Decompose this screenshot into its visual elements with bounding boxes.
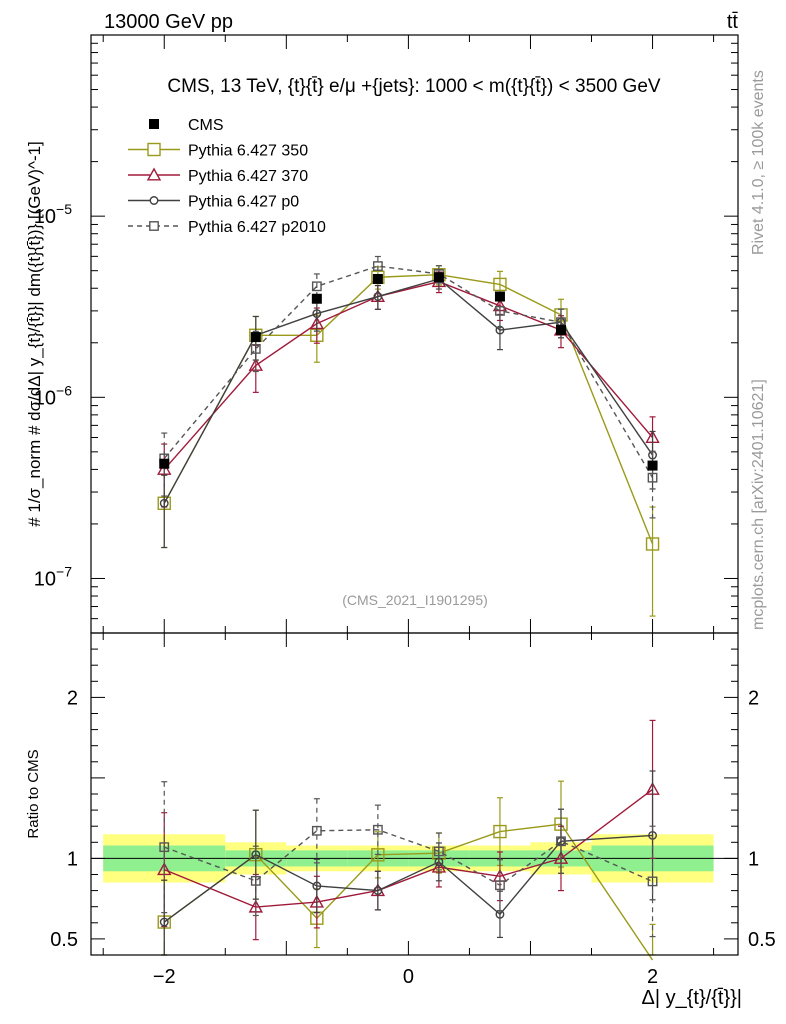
- series-line: [163, 274, 654, 545]
- legend: CMS Pythia 6.427 350 Pythia 6.427 370 Pythi…: [128, 117, 326, 236]
- ratio-tick-label: 1: [748, 848, 759, 870]
- cms-data-point: [159, 458, 170, 469]
- ratio-series-point: [373, 886, 383, 896]
- ratio-series-1: [157, 719, 660, 941]
- ratio-series-point: [372, 824, 383, 835]
- analysis-reference: (CMS_2021_I1901295): [342, 592, 488, 608]
- ratio-tick-label: 2: [67, 687, 78, 709]
- ratio-y-axis-label: Ratio to CMS: [25, 749, 42, 838]
- series-point: [495, 305, 505, 316]
- cms-data-point: [555, 325, 566, 336]
- ratio-series-line: [163, 834, 653, 923]
- ratio-series-point: [647, 876, 658, 887]
- series-line: [163, 265, 654, 479]
- x-tick-label: 0: [403, 966, 414, 988]
- y-tick-label: 10−7: [34, 563, 72, 590]
- series-point: [647, 472, 658, 483]
- ratio-tick-label: 0.5: [50, 929, 78, 951]
- y-tick-label-exponent: −6: [56, 382, 72, 398]
- cms-data-points: [159, 272, 658, 471]
- main-series-group: [157, 255, 660, 617]
- series-point: [157, 461, 172, 475]
- ratio-panel: −2 0 2 0.5 0.5 1 1 2 2 Ratio to CMS Δ| y_{t}/{t̄…: [25, 632, 776, 1009]
- ratio-series-line: [163, 823, 654, 961]
- cms-data-point: [433, 272, 444, 283]
- legend-label: Pythia 6.427 350: [188, 143, 308, 160]
- ratio-series-line: [164, 829, 653, 887]
- main-axis-ticks: 10−710−610−5: [34, 34, 738, 634]
- series-point: [311, 281, 322, 292]
- series-line: [163, 280, 654, 470]
- ratio-axis-ticks: −2 0 2 0.5 0.5 1 1 2 2: [50, 633, 776, 988]
- ratio-series-point: [312, 881, 322, 891]
- ratio-series-point: [159, 917, 169, 927]
- legend-marker: [149, 196, 159, 205]
- ratio-series-3: [159, 781, 658, 938]
- cms-data-point: [647, 460, 658, 471]
- process-label: tt̄: [727, 11, 739, 33]
- series-1: [157, 271, 660, 508]
- ratio-series-point: [159, 842, 170, 853]
- legend-marker: [149, 221, 159, 231]
- y-tick-label-base: 10: [34, 206, 56, 228]
- rivet-label: Rivet 4.1.0, ≥ 100k events: [750, 70, 767, 255]
- series-0: [157, 265, 660, 617]
- chart-title: CMS, 13 TeV, {t}{t̄} e/μ +{jets}: 1000 <…: [167, 76, 660, 97]
- series-point: [645, 537, 660, 551]
- ratio-plot-frame: [90, 632, 739, 956]
- series-3: [159, 255, 658, 519]
- y-tick-label-base: 10: [34, 568, 56, 590]
- legend-label: Pythia 6.427 p0: [188, 194, 299, 211]
- y-tick-label: 10−6: [34, 382, 72, 409]
- ratio-series-point: [556, 836, 566, 847]
- ratio-series-point: [371, 848, 385, 862]
- y-tick-label-exponent: −5: [56, 201, 72, 217]
- ratio-series-group: [157, 719, 660, 961]
- ratio-tick-label: 2: [748, 687, 759, 709]
- x-axis-label: Δ| y_{t}/{t̄}}|: [642, 987, 743, 1009]
- y-axis-label: # 1/σ_norm # dσ/dΔ| y_{t}/{t̄}}| dm({t}{…: [25, 141, 44, 527]
- ratio-series-point: [250, 875, 261, 886]
- main-panel: 10−710−610−5 CMS, 13 TeV, {t}{t̄} e/μ +{…: [25, 34, 739, 634]
- series-point: [159, 498, 169, 508]
- ratio-series-point: [311, 825, 322, 836]
- legend-marker-cms: [149, 119, 159, 129]
- series-point: [312, 309, 322, 318]
- cms-data-point: [372, 273, 383, 284]
- legend-marker: [146, 167, 162, 181]
- ratio-tick-label: 1: [67, 848, 78, 870]
- cms-data-point: [250, 332, 261, 343]
- ratio-series-point: [495, 880, 505, 891]
- legend-label: Pythia 6.427 p2010: [188, 219, 326, 236]
- ratio-series-point: [434, 846, 444, 857]
- y-tick-label: 10−5: [34, 201, 72, 228]
- cms-data-point: [311, 293, 322, 304]
- cms-data-point: [494, 291, 505, 302]
- series-point: [493, 277, 507, 292]
- y-tick-label-base: 10: [34, 387, 56, 409]
- legend-label-cms: CMS: [188, 117, 224, 134]
- ratio-series-point: [493, 824, 507, 839]
- x-tick-label: −2: [153, 966, 176, 988]
- series-line: [163, 278, 654, 504]
- energy-label: 13000 GeV pp: [104, 11, 233, 33]
- ratio-tick-label: 0.5: [748, 929, 776, 951]
- series-point: [372, 261, 383, 272]
- legend-label: Pythia 6.427 370: [188, 168, 308, 185]
- y-tick-label-exponent: −7: [56, 563, 72, 579]
- legend-marker: [147, 142, 161, 157]
- source-label: mcplots.cern.ch [arXiv:2401.10621]: [750, 379, 767, 630]
- series-point: [250, 344, 261, 354]
- series-point: [373, 292, 383, 301]
- ratio-series-line: [163, 788, 653, 908]
- series-2: [159, 269, 657, 549]
- x-tick-label: 2: [647, 966, 658, 988]
- ratio-series-point: [434, 857, 444, 867]
